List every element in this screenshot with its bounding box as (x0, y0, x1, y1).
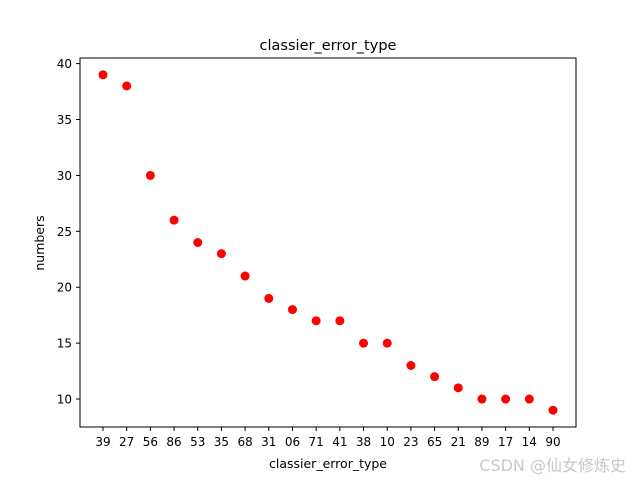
x-tick-label: 56 (143, 435, 158, 449)
data-point (335, 316, 345, 326)
x-axis-label: classier_error_type (269, 456, 387, 471)
plot-frame (79, 57, 577, 428)
data-points (98, 70, 558, 415)
x-tick-label: 31 (261, 435, 276, 449)
data-point (311, 316, 321, 326)
data-point (382, 338, 392, 348)
x-tick-label: 89 (474, 435, 489, 449)
x-tick-label: 53 (190, 435, 205, 449)
data-point (169, 215, 179, 225)
data-point (548, 405, 558, 415)
x-tick-label: 17 (498, 435, 513, 449)
y-tick-label: 20 (57, 281, 72, 295)
y-tick-label: 15 (57, 337, 72, 351)
data-point (98, 70, 108, 80)
x-tick-label: 23 (403, 435, 418, 449)
y-tick-label: 30 (57, 169, 72, 183)
data-point (430, 372, 440, 382)
data-point (453, 383, 463, 393)
y-axis-label: numbers (32, 215, 47, 270)
data-point (193, 238, 203, 247)
x-axis-ticks: 39 27 56 86 53 35 68 31 06 71 41 38 10 23 65 21 89 17 14 90 (95, 427, 561, 449)
data-point (477, 394, 487, 404)
data-point (501, 394, 511, 404)
y-tick-label: 25 (57, 225, 72, 239)
y-tick-label: 35 (57, 113, 72, 127)
x-tick-label: 71 (309, 435, 324, 449)
data-point (359, 338, 369, 348)
x-tick-label: 06 (285, 435, 300, 449)
watermark-text: CSDN @仙女修炼史 (479, 456, 626, 475)
data-point (216, 249, 226, 259)
data-point (264, 293, 274, 303)
x-tick-label: 35 (214, 435, 229, 449)
x-tick-label: 90 (545, 435, 560, 449)
x-tick-label: 39 (95, 435, 110, 449)
x-tick-label: 27 (119, 435, 134, 449)
data-point (524, 394, 534, 404)
data-point (406, 361, 416, 370)
x-tick-label: 38 (356, 435, 371, 449)
data-point (287, 305, 297, 315)
x-tick-label: 65 (427, 435, 442, 449)
x-tick-label: 41 (332, 435, 347, 449)
x-tick-label: 68 (237, 435, 252, 449)
data-point (122, 81, 132, 91)
x-tick-label: 21 (451, 435, 466, 449)
data-point (240, 271, 250, 281)
y-tick-label: 10 (57, 393, 72, 407)
x-tick-label: 86 (166, 435, 181, 449)
y-axis-ticks: 10 15 20 25 30 35 40 (57, 57, 80, 407)
x-tick-label: 14 (522, 435, 537, 449)
x-tick-label: 10 (380, 435, 395, 449)
data-point (145, 170, 155, 180)
y-tick-label: 40 (57, 57, 72, 71)
chart-title: classier_error_type (260, 38, 397, 54)
